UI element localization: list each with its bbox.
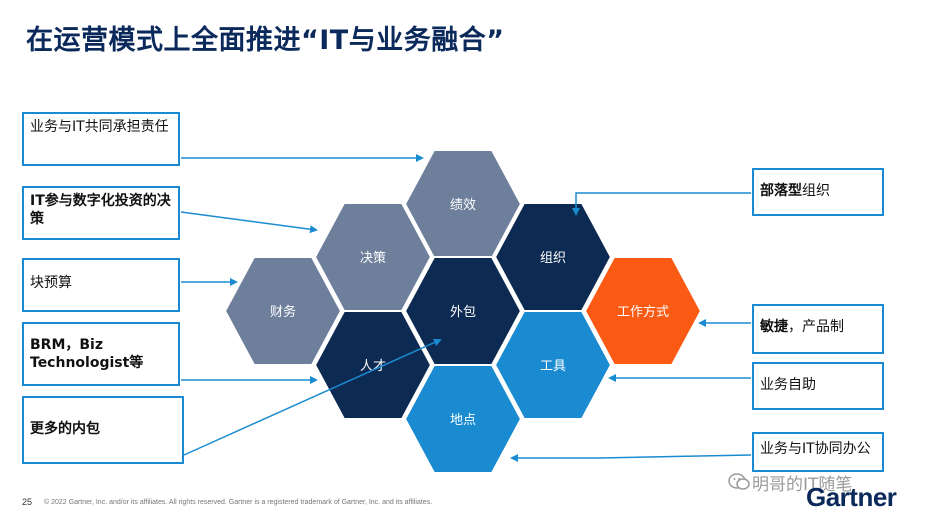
copyright-text: © 2022 Gartner, Inc. and/or its affiliat… [44,499,433,506]
right-box-collab-office: 业务与IT协同办公 [752,432,884,472]
hexagon-8 [403,364,523,474]
right-box-bold-text: 敏捷 [760,319,788,335]
gartner-logo: Gartner [806,482,897,512]
arrow-connector [510,454,752,462]
hexagon-label: 外包 [450,305,476,320]
left-box-text: 更多的内包 [30,421,100,437]
left-box-block-budget: 块预算 [22,258,180,312]
left-box-insourcing: 更多的内包 [22,396,184,464]
wechat-icon [728,473,750,490]
hexagon-label: 地点 [450,413,476,428]
arrow-connector [183,338,442,456]
hexagon-7 [493,310,613,420]
right-box-tribe-org: 部落型组织 [752,168,884,216]
left-box-shared-responsibility: 业务与IT共同承担责任 [22,112,180,166]
hexagon-5 [583,256,703,366]
right-box-text: 业务自助 [760,377,816,393]
hexagon-6 [313,310,433,420]
right-box-text: ，产品制 [788,319,844,335]
arrow-connector [180,211,318,234]
left-box-text: BRM，Biz Technologist等 [30,337,144,371]
watermark-text: 明哥的IT随笔 [752,475,853,495]
right-box-bold-text: 部落型 [760,183,802,199]
page-title: 在运营模式上全面推进“IT与业务融合” [26,25,505,56]
right-box-agile: 敏捷，产品制 [752,304,884,354]
left-box-text: IT参与数字化投资的决策 [30,193,171,227]
hexagon-label: 工作方式 [617,304,669,320]
hexagon-label: 财务 [270,304,296,320]
arrow-connector [572,192,751,216]
hexagon-3 [223,256,343,366]
hexagon-label: 组织 [540,251,566,266]
hexagon-label: 决策 [360,250,386,266]
page-number: 25 [22,497,33,507]
left-box-investment-decision: IT参与数字化投资的决策 [22,186,180,240]
right-box-text: 组织 [802,183,830,199]
left-box-text: 业务与IT共同承担责任 [30,119,169,135]
hexagon-label: 绩效 [450,198,476,213]
right-box-text: 业务与IT协同办公 [760,441,871,457]
hexagon-label: 人才 [360,359,386,374]
right-box-self-service: 业务自助 [752,362,884,410]
hexagon-label: 工具 [540,359,566,374]
left-box-text: 块预算 [30,275,72,291]
left-box-brm: BRM，Biz Technologist等 [22,322,180,386]
